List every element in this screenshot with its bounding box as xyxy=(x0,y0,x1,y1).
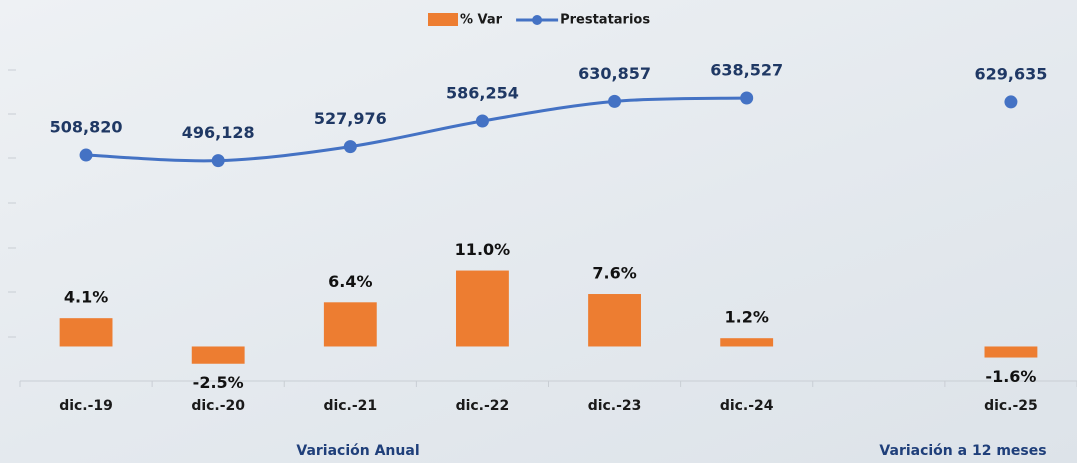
data-label: 586,254 xyxy=(446,84,519,103)
bar xyxy=(588,294,641,347)
line-point xyxy=(608,94,622,108)
data-label: 508,820 xyxy=(50,118,123,137)
legend-swatch xyxy=(532,15,543,25)
data-label: 7.6% xyxy=(592,264,636,283)
line-point xyxy=(79,148,93,162)
bar xyxy=(984,346,1038,358)
line-point xyxy=(475,114,489,128)
data-label: 4.1% xyxy=(64,288,108,307)
data-label: 496,128 xyxy=(182,123,255,142)
line-point xyxy=(211,154,225,168)
x-tick-label: dic.-20 xyxy=(191,398,245,414)
line-point xyxy=(1004,95,1018,109)
legend-label: % Var xyxy=(460,13,503,28)
annotation: Variación a 12 meses xyxy=(879,443,1046,459)
bar xyxy=(720,338,774,347)
line-point xyxy=(343,140,357,154)
x-tick-label: dic.-23 xyxy=(588,398,642,414)
x-tick-label: dic.-22 xyxy=(456,398,510,414)
x-tick-label: dic.-19 xyxy=(59,398,113,414)
x-tick-label: dic.-24 xyxy=(720,398,774,414)
data-label: 527,976 xyxy=(314,109,387,128)
data-label: 630,857 xyxy=(578,64,651,83)
x-tick-label: dic.-25 xyxy=(984,398,1038,414)
data-label: 638,527 xyxy=(710,61,783,80)
line-point xyxy=(740,91,754,105)
bar xyxy=(191,346,245,364)
bar xyxy=(456,270,509,347)
legend-swatch xyxy=(428,13,458,26)
annotation: Variación Anual xyxy=(296,443,419,459)
bar xyxy=(59,318,113,347)
data-label: 629,635 xyxy=(975,64,1048,83)
line xyxy=(85,96,747,163)
left-axis-ticks xyxy=(8,69,16,338)
data-label: 6.4% xyxy=(328,272,372,291)
bar xyxy=(323,302,377,347)
data-label: -1.6% xyxy=(985,367,1036,386)
data-label: -2.5% xyxy=(193,373,244,392)
data-label: 11.0% xyxy=(455,240,511,259)
data-label: 1.2% xyxy=(725,308,769,327)
x-tick-label: dic.-21 xyxy=(323,398,377,414)
legend-label: Prestatarios xyxy=(560,13,650,28)
